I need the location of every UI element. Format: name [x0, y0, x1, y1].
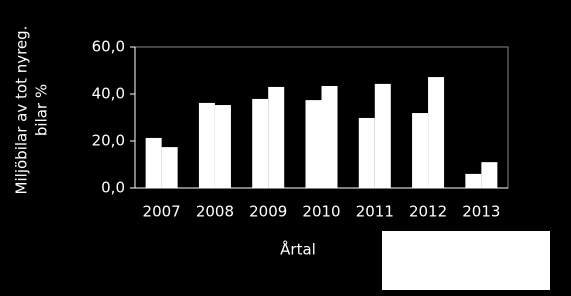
bar — [321, 86, 338, 188]
y-tick-label: 20,0 — [92, 132, 125, 150]
bar — [198, 102, 215, 188]
bar — [161, 147, 178, 188]
y-tick-label: 40,0 — [92, 85, 125, 103]
x-tick-label: 2013 — [462, 203, 500, 221]
x-tick-label: 2009 — [249, 203, 287, 221]
bar — [481, 162, 498, 188]
legend-box — [382, 231, 550, 290]
bar — [358, 117, 375, 188]
bar — [268, 86, 285, 188]
bar — [428, 77, 445, 188]
x-tick-label: 2008 — [196, 203, 234, 221]
y-tick-label: 60,0 — [92, 38, 125, 56]
x-tick-label: 2012 — [409, 203, 447, 221]
y-tick-label: 0,0 — [101, 179, 125, 197]
x-tick-label: 2010 — [302, 203, 340, 221]
bar — [214, 105, 231, 188]
bar — [145, 137, 162, 188]
y-axis-title-line: bilar % — [33, 84, 51, 136]
y-axis-title: Miljöbilar av tot nyreg. bilar % — [13, 26, 51, 195]
x-tick-label: 2011 — [356, 203, 394, 221]
bar — [252, 98, 269, 188]
x-axis-title: Årtal — [280, 240, 316, 259]
x-tick-label: 2007 — [143, 203, 181, 221]
bar — [374, 83, 391, 188]
bar — [465, 173, 482, 188]
bar — [305, 100, 322, 188]
y-axis-title-line: Miljöbilar av tot nyreg. — [13, 26, 31, 195]
bar — [412, 113, 429, 188]
